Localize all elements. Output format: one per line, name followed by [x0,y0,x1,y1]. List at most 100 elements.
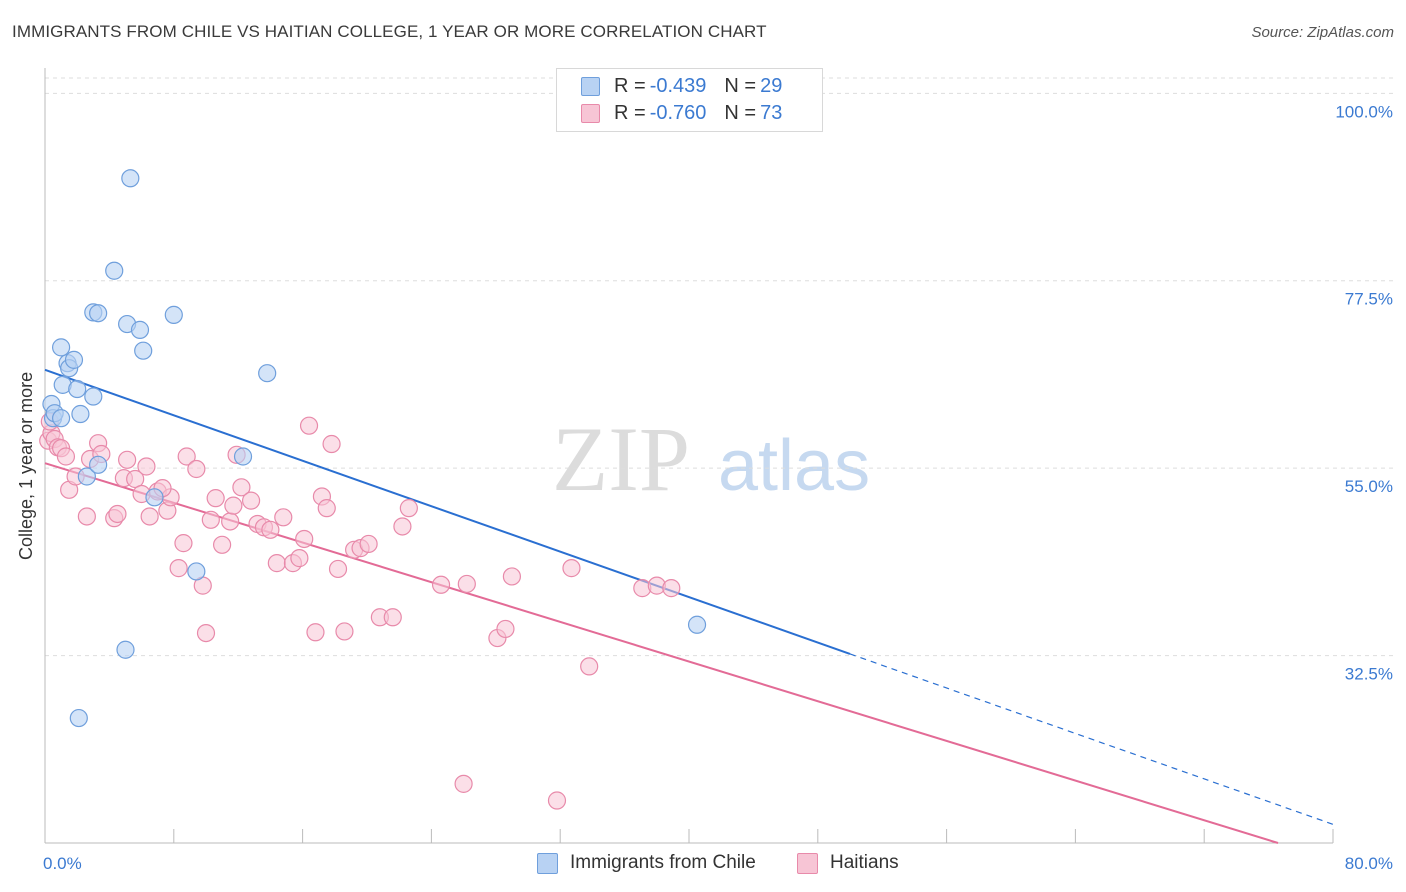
haitians-point [274,508,293,527]
y-tick-label: 32.5% [1345,665,1393,684]
haitians-point [290,549,309,568]
chile-point [71,404,90,424]
haitians-point [187,459,206,479]
haitians-point [393,517,412,536]
y-axis-label: College, 1 year or more [16,371,36,560]
chile-point [51,409,71,428]
series-legend-haitians: Haitians [797,852,899,874]
haitians-point [224,496,243,515]
chile-point [687,615,707,634]
haitians-point [328,559,348,579]
haitians-point [306,623,325,642]
haitians-point [359,534,378,554]
chile-point [145,488,164,507]
haitians-point [196,623,216,643]
series-legend-chile: Immigrants from Chile [537,852,756,874]
haitians-point [399,499,418,518]
haitians-point [295,529,314,549]
haitians-point [221,512,240,531]
legend-n-label: N = [724,101,757,124]
haitians-point [502,567,521,586]
chile-point [89,455,108,474]
haitians-point [241,491,261,510]
trend-line-chile [44,368,851,655]
haitians-point [137,457,156,476]
chart-title: IMMIGRANTS FROM CHILE VS HAITIAN COLLEGE… [12,22,767,41]
correlation-legend: R = -0.439 N = 29 R = -0.760 N = 73 [556,68,823,132]
haitians-point [126,469,145,489]
chile-point [134,341,153,360]
series-legend: Immigrants from Chile Haitians [0,852,1406,878]
haitians-point [261,520,280,539]
x-tick-label: 0.0% [43,854,82,873]
y-tick-label: 55.0% [1345,477,1393,496]
axes [44,68,1334,844]
haitians-point [322,434,341,454]
haitians-point [454,774,473,793]
haitians-point [431,575,451,594]
haitians-point [562,559,581,578]
source-label: Source: ZipAtlas.com [1251,24,1394,41]
y-tick-label: 100.0% [1335,102,1393,121]
haitians-point [662,579,681,598]
watermark-atlas: atlas [718,426,870,506]
chile-point [77,467,96,486]
series-label-haitians: Haitians [830,852,899,873]
chile-point [121,169,140,188]
legend-n-value: 73 [760,101,783,124]
x-tick-label: 80.0% [1345,854,1393,873]
haitians-point [169,559,188,578]
tick-labels: 32.5% 55.0% 77.5% 100.0% 0.0% 80.0% [43,102,1393,873]
haitians-point [317,499,336,518]
haitians-point [383,608,402,627]
legend-swatch-haitians [581,103,600,123]
trend-line-chile-extension [849,653,1334,825]
haitians-point [177,447,196,466]
haitians-point [580,657,599,676]
haitians-point [299,416,319,435]
haitians-point [108,504,127,524]
series-swatch-chile [537,852,558,874]
haitians-point [206,489,225,508]
legend-n-value: 29 [760,74,783,97]
watermark: ZIP atlas [552,408,870,510]
haitians-point [335,622,354,641]
legend-r-value: -0.760 [649,101,707,124]
haitians-point [201,510,220,529]
legend-n-label: N = [724,74,757,97]
haitians-point [457,574,476,594]
haitians-point [140,507,159,526]
watermark-zip: ZIP [552,408,690,510]
series-label-chile: Immigrants from Chile [570,852,756,873]
chile-point [233,447,253,466]
legend-r-value: -0.439 [649,74,707,97]
haitians-point [77,507,96,526]
legend-row-chile: R = -0.439 N = 29 [581,75,782,97]
chile-point [64,350,84,369]
legend-swatch-chile [581,76,600,96]
y-tick-label: 77.5% [1345,290,1393,309]
series-swatch-haitians [797,852,818,874]
chile-point [89,304,108,323]
haitians-point [547,791,567,810]
chile-point [164,305,183,324]
haitians-point [496,619,515,639]
legend-r-label: R = [614,74,646,97]
chile-point [258,364,277,383]
data-points [39,169,707,810]
chile-point [130,320,150,339]
haitians-point [232,478,251,497]
haitians-point [213,535,232,554]
haitians-point [118,450,137,469]
grid-lines [45,77,1393,657]
chile-point [84,387,103,406]
haitians-point [174,534,193,553]
haitians-point [267,554,286,573]
legend-r-label: R = [614,101,646,124]
chile-point [187,562,206,581]
chile-point [116,640,135,659]
chile-point [105,261,124,280]
chile-point [68,379,87,399]
chile-point [69,708,88,728]
